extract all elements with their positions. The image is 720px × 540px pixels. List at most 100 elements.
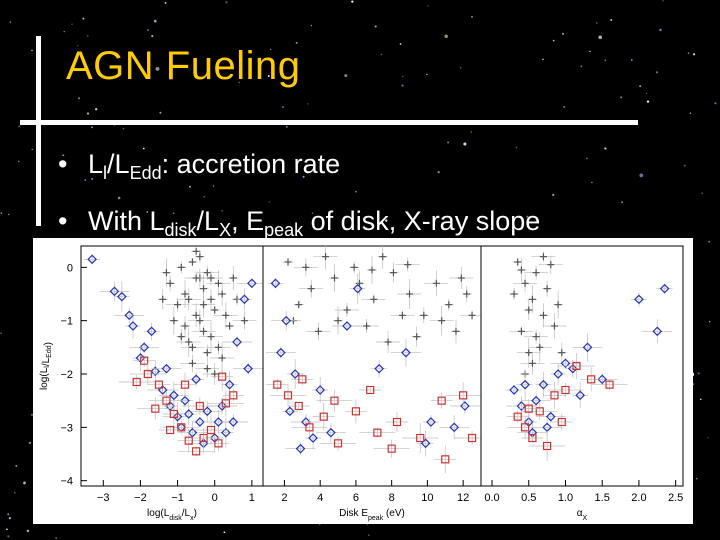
blue-diamond-point bbox=[567, 363, 578, 374]
star bbox=[447, 141, 450, 144]
grey-plus-point bbox=[525, 349, 533, 357]
grey-plus-point bbox=[166, 279, 174, 287]
blue-diamond-point bbox=[560, 358, 571, 369]
grey-plus-point bbox=[510, 290, 518, 298]
grey-plus-point bbox=[539, 311, 547, 319]
red-square-point bbox=[169, 409, 178, 419]
grey-plus-point bbox=[432, 279, 440, 287]
chart-panel-1: −3 −2 −1 0 1 log(Ldisk/Lx) bbox=[80, 245, 264, 522]
grey-plus-point bbox=[214, 343, 222, 351]
blue-diamond-point bbox=[634, 294, 644, 305]
blue-diamond-point bbox=[161, 363, 172, 374]
red-square-point bbox=[572, 361, 581, 371]
grey-plus-point bbox=[468, 311, 476, 319]
star bbox=[269, 48, 272, 51]
scatter-plot-svg: 0 −1 −2 −3 −4 log(Ll/LEdd) −3 −2 −1 0 1 log(Ldisk/L… bbox=[33, 238, 693, 524]
x-tick-label: 4 bbox=[317, 492, 323, 504]
blue-diamond-point bbox=[342, 321, 352, 331]
y-tick-label: −1 bbox=[60, 316, 73, 328]
blue-diamond-point bbox=[191, 374, 201, 385]
star bbox=[26, 529, 30, 533]
red-square-point bbox=[557, 417, 566, 427]
grey-plus-point bbox=[240, 317, 248, 325]
star bbox=[689, 112, 692, 114]
grey-plus-point bbox=[368, 266, 376, 274]
blue-diamond-point bbox=[516, 401, 527, 411]
star bbox=[84, 179, 86, 181]
star bbox=[385, 219, 388, 222]
y-tick-label: −2 bbox=[60, 369, 73, 381]
blue-diamond-point bbox=[295, 443, 306, 454]
star bbox=[399, 43, 402, 45]
star bbox=[86, 34, 89, 37]
red-square-point bbox=[214, 439, 223, 448]
grey-plus-point bbox=[192, 311, 200, 319]
red-square-point bbox=[294, 401, 303, 411]
panel-frame bbox=[480, 245, 684, 487]
blue-diamond-point bbox=[117, 291, 127, 302]
star bbox=[401, 84, 404, 87]
red-square-point bbox=[273, 380, 282, 389]
star bbox=[23, 481, 26, 485]
star bbox=[225, 0, 228, 4]
grey-plus-point bbox=[343, 306, 351, 314]
star bbox=[281, 105, 284, 109]
y-tick-label: −3 bbox=[60, 422, 73, 434]
star bbox=[155, 67, 160, 71]
star bbox=[526, 215, 529, 218]
grey-plus-point bbox=[420, 311, 428, 319]
star bbox=[203, 196, 205, 198]
star bbox=[63, 31, 65, 33]
star bbox=[311, 212, 314, 215]
star bbox=[630, 59, 633, 61]
star bbox=[285, 125, 288, 128]
star bbox=[142, 147, 145, 150]
grey-plus-point bbox=[543, 285, 551, 293]
star bbox=[463, 142, 467, 146]
grey-plus-point bbox=[196, 253, 204, 261]
star bbox=[7, 535, 10, 538]
star bbox=[267, 74, 270, 78]
red-square-point bbox=[298, 375, 307, 384]
star bbox=[221, 210, 223, 212]
star bbox=[437, 171, 440, 174]
blue-diamond-point bbox=[315, 385, 326, 395]
blue-diamond-point bbox=[284, 406, 295, 417]
blue-diamond-point bbox=[224, 379, 235, 390]
blue-diamond-point bbox=[449, 422, 460, 433]
grey-plus-point bbox=[363, 322, 371, 330]
x-axis-label: αX bbox=[577, 508, 588, 522]
grey-plus-point bbox=[218, 290, 226, 298]
red-square-point bbox=[151, 404, 160, 413]
blue-diamond-point bbox=[228, 417, 239, 427]
red-square-point bbox=[373, 428, 382, 437]
red-square-point bbox=[206, 425, 216, 435]
grey-plus-point bbox=[177, 263, 185, 271]
grey-plus-point bbox=[302, 263, 310, 271]
grey-plus-point bbox=[159, 295, 167, 303]
grey-plus-point bbox=[517, 327, 525, 335]
grey-plus-point bbox=[229, 274, 237, 282]
grey-plus-point bbox=[334, 317, 342, 325]
grey-plus-point bbox=[222, 311, 230, 319]
grey-plus-point bbox=[174, 301, 182, 309]
grey-plus-point bbox=[463, 290, 471, 298]
blue-diamond-point bbox=[180, 395, 190, 406]
blue-diamond-point bbox=[139, 342, 149, 353]
star bbox=[610, 19, 613, 21]
red-square-point bbox=[467, 433, 477, 443]
blue-diamond-point bbox=[401, 347, 411, 358]
red-square-point bbox=[162, 396, 171, 405]
star bbox=[8, 517, 11, 520]
panel-points bbox=[265, 246, 481, 474]
red-square-point bbox=[184, 436, 193, 445]
red-square-point bbox=[218, 372, 227, 381]
star bbox=[380, 53, 383, 56]
star bbox=[563, 105, 566, 108]
grey-plus-point bbox=[181, 322, 189, 330]
blue-diamond-point bbox=[150, 366, 161, 377]
star bbox=[707, 437, 709, 439]
grey-plus-point bbox=[370, 295, 378, 303]
grey-plus-point bbox=[404, 261, 412, 269]
x-tick-label: 0.5 bbox=[521, 492, 536, 504]
